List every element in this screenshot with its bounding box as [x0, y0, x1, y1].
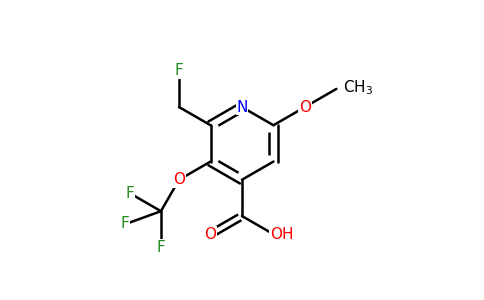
Text: F: F: [121, 216, 130, 231]
Text: O: O: [205, 227, 216, 242]
Text: F: F: [125, 185, 134, 200]
Text: F: F: [156, 240, 166, 255]
Text: OH: OH: [270, 227, 293, 242]
Text: CH$_3$: CH$_3$: [343, 78, 373, 97]
Text: N: N: [236, 100, 248, 115]
Text: O: O: [173, 172, 185, 187]
Text: O: O: [299, 100, 311, 115]
Text: F: F: [175, 63, 183, 78]
